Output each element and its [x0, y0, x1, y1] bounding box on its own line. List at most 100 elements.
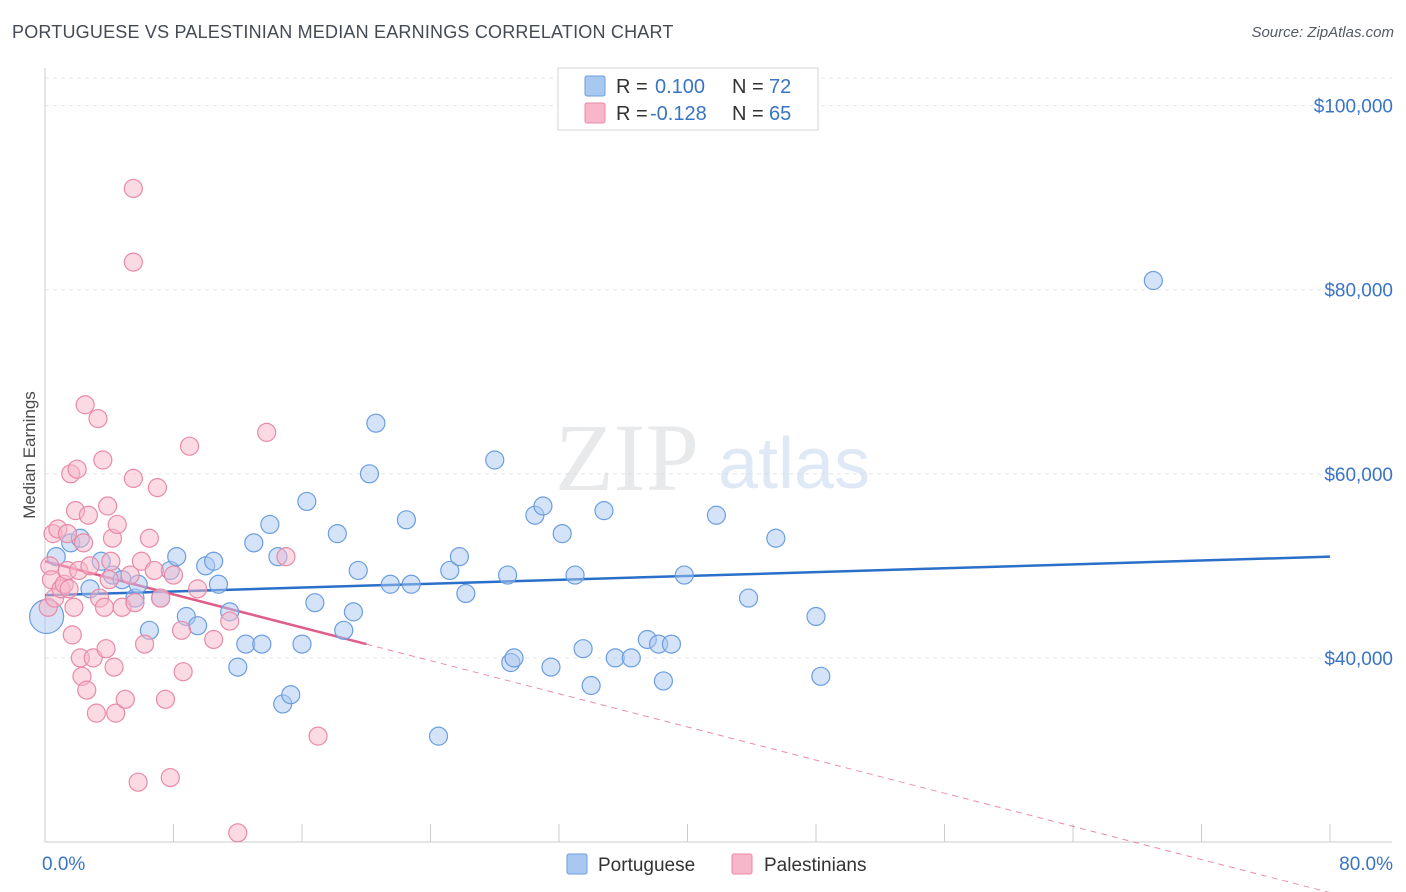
point-portuguese — [565, 565, 585, 585]
point-palestinians — [276, 547, 296, 567]
point-palestinians — [80, 556, 100, 576]
point-palestinians — [115, 689, 135, 709]
point-portuguese — [208, 574, 229, 594]
point-portuguese — [401, 574, 421, 594]
point-portuguese — [594, 501, 614, 521]
point-palestinians — [171, 620, 192, 640]
point-portuguese — [573, 639, 593, 659]
watermark-atlas: atlas — [718, 424, 870, 504]
point-palestinians — [106, 703, 126, 723]
point-portuguese — [738, 588, 759, 608]
point-palestinians — [75, 395, 95, 415]
point-palestinians — [139, 528, 160, 548]
point-portuguese — [244, 533, 264, 553]
point-portuguese — [167, 547, 187, 567]
point-palestinians — [204, 629, 224, 650]
point-portuguese — [533, 496, 553, 516]
point-portuguese — [348, 560, 368, 581]
point-portuguese — [449, 547, 470, 567]
data-points — [29, 178, 1163, 843]
point-palestinians — [120, 565, 140, 585]
point-portuguese — [504, 648, 524, 668]
x-tick-labels: 0.0% 80.0% — [42, 854, 1393, 875]
point-portuguese — [236, 634, 256, 654]
y-tick-labels: $40,000 $60,000 $80,000 $100,000 — [1314, 97, 1393, 670]
point-palestinians — [125, 593, 145, 613]
point-portuguese — [187, 616, 208, 636]
point-portuguese — [380, 574, 400, 594]
point-portuguese — [456, 583, 476, 604]
y-tick-label: $40,000 — [1324, 649, 1393, 670]
point-portuguese — [260, 514, 280, 535]
point-palestinians — [62, 625, 82, 645]
point-portuguese — [327, 524, 347, 544]
point-portuguese — [661, 634, 682, 654]
legend-n-label-0: N = — [732, 76, 764, 98]
chart-title: PORTUGUESE VS PALESTINIAN MEDIAN EARNING… — [12, 22, 674, 42]
point-portuguese — [498, 565, 518, 585]
point-palestinians — [77, 680, 97, 700]
point-portuguese — [292, 634, 312, 654]
watermark: ZIP atlas — [555, 404, 870, 511]
point-palestinians — [101, 551, 121, 571]
point-palestinians — [88, 408, 108, 429]
gridlines — [45, 77, 1392, 659]
point-portuguese — [297, 491, 317, 512]
point-palestinians — [123, 178, 143, 199]
point-palestinians — [99, 570, 119, 590]
y-tick-label: $60,000 — [1324, 465, 1393, 486]
point-palestinians — [160, 767, 180, 788]
point-portuguese — [485, 450, 505, 470]
point-portuguese — [653, 671, 674, 691]
point-palestinians — [107, 514, 127, 535]
point-palestinians — [155, 689, 176, 709]
point-palestinians — [128, 772, 148, 792]
point-portuguese — [581, 675, 601, 696]
point-portuguese — [806, 606, 826, 627]
point-palestinians — [228, 823, 248, 843]
point-palestinians — [59, 579, 79, 599]
point-portuguese — [334, 620, 354, 640]
point-palestinians — [163, 565, 184, 585]
legend-r-label-0: R = — [616, 76, 648, 98]
source-credit: Source: ZipAtlas.com — [1251, 24, 1394, 41]
point-portuguese — [621, 648, 641, 668]
bottom-legend-swatch-portuguese — [566, 853, 588, 875]
point-portuguese — [204, 551, 224, 571]
point-palestinians — [123, 468, 143, 489]
point-palestinians — [151, 588, 171, 608]
point-portuguese — [343, 602, 363, 622]
bottom-legend-swatch-palestinians — [731, 853, 753, 875]
point-portuguese — [552, 524, 572, 544]
legend-swatch-palestinians — [584, 102, 606, 124]
point-portuguese — [228, 657, 248, 677]
point-palestinians — [94, 597, 115, 617]
point-palestinians — [104, 657, 124, 677]
point-palestinians — [173, 662, 193, 682]
y-tick-label: $100,000 — [1314, 97, 1393, 118]
legend-r-value-0: 0.100 — [655, 76, 705, 98]
y-tick-label: $80,000 — [1324, 281, 1393, 302]
point-palestinians — [93, 450, 113, 470]
legend-n-label-1: N = — [732, 103, 764, 125]
point-palestinians — [78, 505, 98, 525]
point-portuguese — [428, 726, 449, 746]
point-palestinians — [98, 496, 118, 516]
point-portuguese — [305, 593, 325, 613]
point-palestinians — [308, 726, 328, 746]
point-palestinians — [96, 639, 116, 659]
point-palestinians — [64, 597, 84, 617]
point-portuguese — [1143, 270, 1163, 291]
point-palestinians — [257, 422, 277, 442]
series-legend: Portuguese Palestinians — [566, 853, 866, 876]
point-palestinians — [220, 611, 240, 631]
point-portuguese — [766, 528, 786, 548]
correlation-legend: R = 0.100 N = 72 R = -0.128 N = 65 — [557, 67, 819, 131]
point-portuguese — [359, 464, 380, 484]
y-axis-label: Median Earnings — [20, 391, 39, 519]
point-palestinians — [67, 459, 87, 479]
x-tick-label-end: 80.0% — [1339, 854, 1393, 875]
point-portuguese — [541, 657, 561, 677]
point-palestinians — [187, 579, 208, 599]
point-palestinians — [86, 703, 107, 723]
